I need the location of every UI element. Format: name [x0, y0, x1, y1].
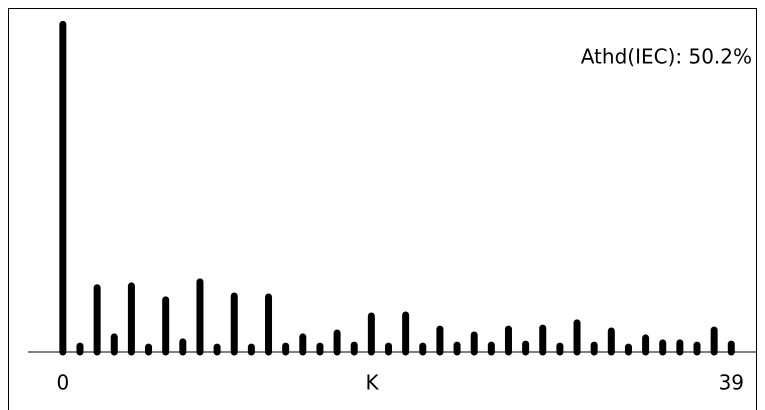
frame — [8, 8, 757, 410]
x-tick-label: 0 — [56, 371, 69, 395]
x-axis-label: K — [365, 371, 379, 395]
x-tick-label: 39 — [719, 371, 744, 395]
annotation: Athd(IEC): 50.2% — [581, 45, 752, 69]
